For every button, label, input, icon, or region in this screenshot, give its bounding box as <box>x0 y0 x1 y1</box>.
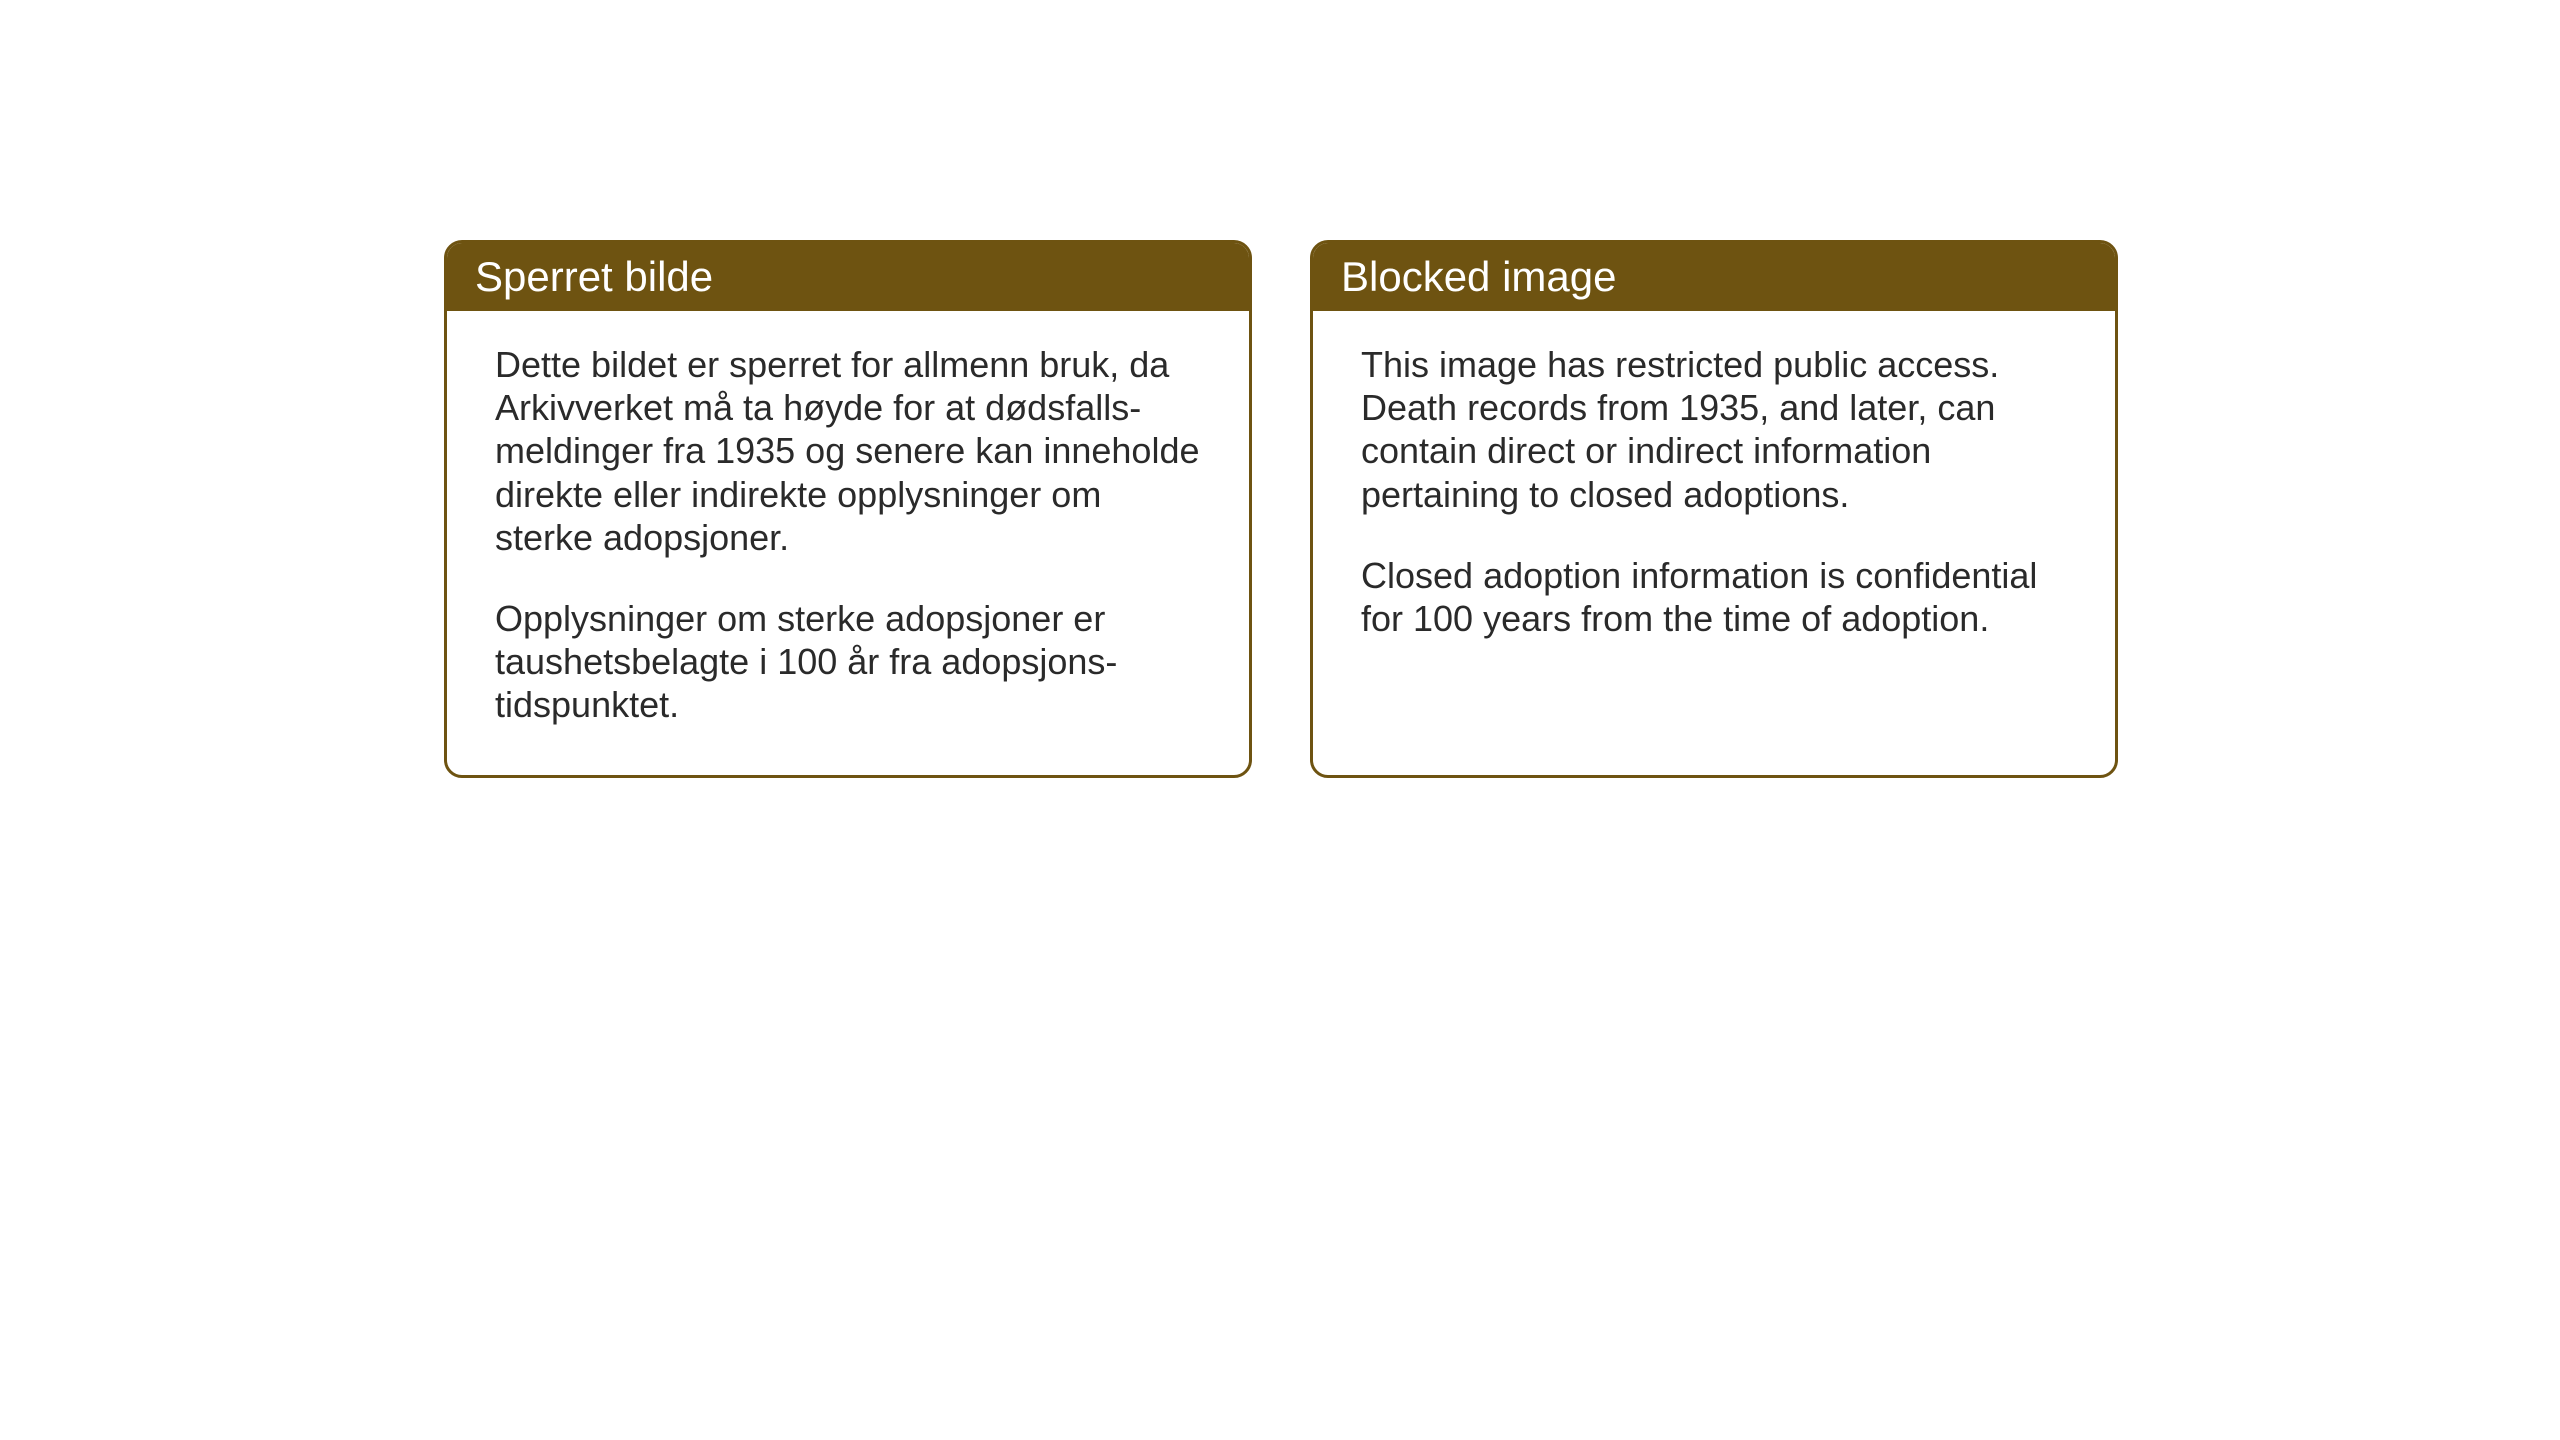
card-body-english: This image has restricted public access.… <box>1313 311 2115 688</box>
card-paragraph-2-norwegian: Opplysninger om sterke adopsjoner er tau… <box>495 597 1201 727</box>
card-title-norwegian: Sperret bilde <box>475 253 713 300</box>
card-title-english: Blocked image <box>1341 253 1616 300</box>
notice-container: Sperret bilde Dette bildet er sperret fo… <box>444 240 2118 778</box>
card-paragraph-1-english: This image has restricted public access.… <box>1361 343 2067 516</box>
card-body-norwegian: Dette bildet er sperret for allmenn bruk… <box>447 311 1249 775</box>
card-paragraph-1-norwegian: Dette bildet er sperret for allmenn bruk… <box>495 343 1201 559</box>
notice-card-norwegian: Sperret bilde Dette bildet er sperret fo… <box>444 240 1252 778</box>
card-paragraph-2-english: Closed adoption information is confident… <box>1361 554 2067 640</box>
card-header-norwegian: Sperret bilde <box>447 243 1249 311</box>
notice-card-english: Blocked image This image has restricted … <box>1310 240 2118 778</box>
card-header-english: Blocked image <box>1313 243 2115 311</box>
